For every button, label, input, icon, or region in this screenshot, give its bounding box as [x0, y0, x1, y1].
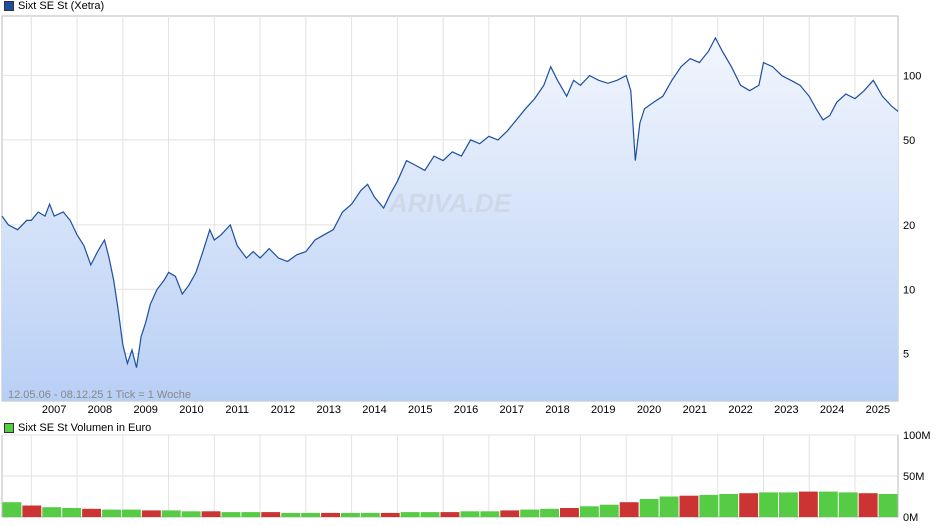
- y-tick-label: 100: [903, 71, 921, 83]
- volume-bar: [540, 508, 559, 517]
- x-tick-label: 2007: [42, 404, 66, 416]
- y-tick-label: 0M: [903, 512, 918, 524]
- x-tick-label: 2019: [591, 404, 615, 416]
- x-tick-label: 2018: [545, 404, 569, 416]
- volume-bar: [440, 512, 460, 517]
- x-tick-label: 2010: [179, 404, 203, 416]
- y-tick-label: 10: [903, 284, 915, 296]
- volume-bar: [659, 496, 679, 517]
- x-tick-label: 2025: [866, 404, 890, 416]
- volume-bar: [480, 511, 500, 517]
- watermark: ARIVA.DE: [388, 188, 512, 218]
- volume-bar: [759, 492, 778, 517]
- x-tick-label: 2009: [133, 404, 157, 416]
- volume-bar: [360, 512, 380, 517]
- price-area: [2, 37, 898, 402]
- volume-bar: [579, 506, 599, 517]
- volume-bar: [679, 495, 699, 517]
- price-legend: Sixt SE St (Xetra): [4, 0, 104, 12]
- volume-bar: [181, 511, 201, 517]
- volume-bar: [301, 512, 321, 517]
- volume-bar: [341, 512, 360, 517]
- volume-bar: [500, 510, 520, 517]
- volume-y-axis: 100M 50M 0M: [903, 430, 931, 524]
- x-tick-label: 2012: [271, 404, 295, 416]
- volume-bar: [201, 511, 221, 517]
- volume-bar: [102, 509, 121, 517]
- y-tick-label: 50: [903, 135, 915, 147]
- volume-bar: [460, 511, 480, 517]
- volume-legend-label: Sixt SE St Volumen in Euro: [18, 422, 152, 434]
- x-tick-label: 2023: [774, 404, 798, 416]
- volume-bar: [2, 502, 22, 517]
- y-tick-label: 20: [903, 220, 915, 232]
- volume-bar: [699, 494, 719, 517]
- x-tick-label: 2016: [454, 404, 478, 416]
- volume-bar: [739, 493, 759, 517]
- volume-bar: [878, 494, 898, 517]
- price-legend-swatch: [4, 1, 14, 11]
- volume-bar: [520, 509, 540, 517]
- volume-grid: [2, 434, 898, 517]
- x-tick-label: 2017: [500, 404, 524, 416]
- x-tick-label: 2014: [362, 404, 386, 416]
- y-tick-label: 100M: [903, 430, 931, 442]
- volume-bar: [221, 512, 241, 517]
- volume-bar: [42, 507, 62, 517]
- volume-bar: [858, 493, 878, 517]
- volume-bar: [380, 512, 400, 517]
- volume-bar: [639, 499, 659, 517]
- volume-bar: [619, 502, 639, 517]
- y-tick-label: 5: [903, 349, 909, 361]
- volume-bar: [62, 508, 82, 517]
- y-tick-label: 50M: [903, 471, 924, 483]
- price-legend-label: Sixt SE St (Xetra): [18, 0, 105, 12]
- x-tick-label: 2021: [683, 404, 707, 416]
- volume-bar: [241, 512, 261, 517]
- volume-bar: [599, 504, 619, 517]
- x-tick-label: 2013: [316, 404, 340, 416]
- x-tick-label: 2015: [408, 404, 432, 416]
- volume-bar: [779, 492, 798, 517]
- volume-bars: [2, 491, 898, 517]
- volume-legend-swatch: [4, 423, 14, 433]
- volume-bar: [420, 512, 440, 517]
- volume-bar: [719, 494, 739, 517]
- x-tick-label: 2024: [820, 404, 844, 416]
- volume-bar: [122, 509, 141, 517]
- price-line: [1, 36, 899, 368]
- x-tick-label: 2011: [225, 404, 249, 416]
- volume-bar: [261, 512, 281, 517]
- price-x-axis: 2007 2008 2009 2010 2011 2012 2013 2014 2015 2016…: [42, 404, 890, 416]
- x-tick-label: 2022: [728, 404, 752, 416]
- volume-legend: Sixt SE St Volumen in Euro: [4, 422, 151, 434]
- date-range-info: 12.05.06 - 08.12.25 1 Tick = 1 Woche: [8, 389, 191, 401]
- volume-bar: [560, 508, 579, 517]
- volume-bar: [838, 492, 858, 517]
- volume-bar: [22, 505, 42, 517]
- volume-bar: [400, 512, 420, 517]
- volume-bar: [818, 491, 838, 517]
- price-y-axis: 5 10 20 50 100: [903, 71, 921, 361]
- volume-bar: [161, 510, 181, 517]
- volume-bar: [321, 512, 340, 517]
- x-tick-label: 2020: [637, 404, 661, 416]
- volume-bar: [141, 510, 161, 517]
- volume-bar: [281, 512, 301, 517]
- volume-bar: [82, 508, 101, 517]
- x-tick-label: 2008: [88, 404, 112, 416]
- volume-bar: [798, 491, 818, 517]
